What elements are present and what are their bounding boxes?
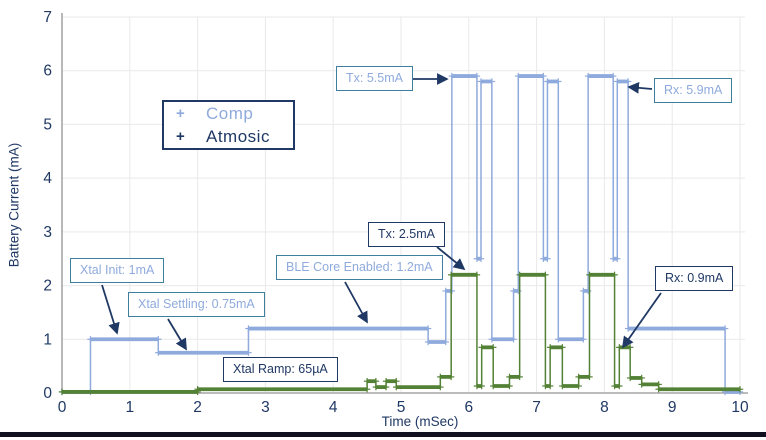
tick-labels: 0 1 2 3 4 5 6 7 8 9 10 0 1 2 3 4 5 6 7 (43, 9, 749, 416)
bottom-border-bar (0, 432, 766, 437)
y-tick-label: 3 (43, 224, 52, 241)
atmosic-plus-marker-icon: + (176, 128, 186, 145)
y-tick-label: 1 (43, 331, 52, 348)
y-tick-label: 2 (43, 278, 52, 295)
comp-plus-marker-icon: + (176, 105, 186, 122)
x-tick-label: 9 (668, 399, 677, 416)
legend-item-atmosic: + Atmosic (176, 127, 285, 147)
annotation-arrow-rx-59 (627, 82, 653, 94)
annotation-arrow-xtal-init (101, 284, 120, 335)
x-tick-label: 0 (58, 399, 67, 416)
x-tick-label: 5 (397, 399, 406, 416)
x-tick-label: 10 (731, 399, 749, 416)
series-lines (58, 72, 744, 396)
annotation-ble-core: BLE Core Enabled: 1.2mA (276, 255, 443, 280)
annotation-arrow-ble-core (344, 281, 368, 324)
annotation-tx-2-5ma: Tx: 2.5mA (368, 222, 445, 247)
x-tick-label: 3 (261, 399, 270, 416)
annotation-rx-0-9ma: Rx: 0.9mA (655, 266, 734, 291)
x-tick-label: 4 (329, 399, 338, 416)
x-axis-label: Time (mSec) (381, 414, 459, 429)
annotation-arrow-xtal-settling (167, 318, 187, 351)
annotation-rx-5-9ma: Rx: 5.9mA (654, 78, 733, 103)
annotation-arrows (101, 73, 662, 351)
annotation-tx-5-5ma: Tx: 5.5mA (336, 66, 413, 91)
y-tick-label: 6 (43, 63, 52, 80)
x-tick-label: 7 (532, 399, 541, 416)
annotation-xtal-settling: Xtal Settling: 0.75mA (128, 292, 265, 317)
x-tick-label: 6 (464, 399, 473, 416)
annotation-arrow-tx-25 (436, 246, 466, 271)
annotation-xtal-init: Xtal Init: 1mA (70, 258, 165, 283)
y-tick-label: 0 (43, 385, 52, 402)
y-axis-label: Battery Current (mA) (6, 142, 22, 268)
x-tick-label: 2 (193, 399, 202, 416)
y-tick-label: 5 (43, 116, 52, 133)
y-tick-label: 4 (43, 170, 52, 187)
x-tick-label: 1 (125, 399, 134, 416)
annotation-xtal-ramp: Xtal Ramp: 65µA (223, 357, 338, 382)
x-tick-label: 8 (600, 399, 609, 416)
legend-label-comp: Comp (206, 103, 254, 123)
y-tick-label: 7 (43, 9, 52, 26)
legend-box: + Comp + Atmosic (162, 100, 295, 150)
legend-label-atmosic: Atmosic (206, 126, 270, 146)
annotation-arrow-rx-09 (621, 292, 662, 349)
legend-item-comp: + Comp (176, 104, 285, 124)
